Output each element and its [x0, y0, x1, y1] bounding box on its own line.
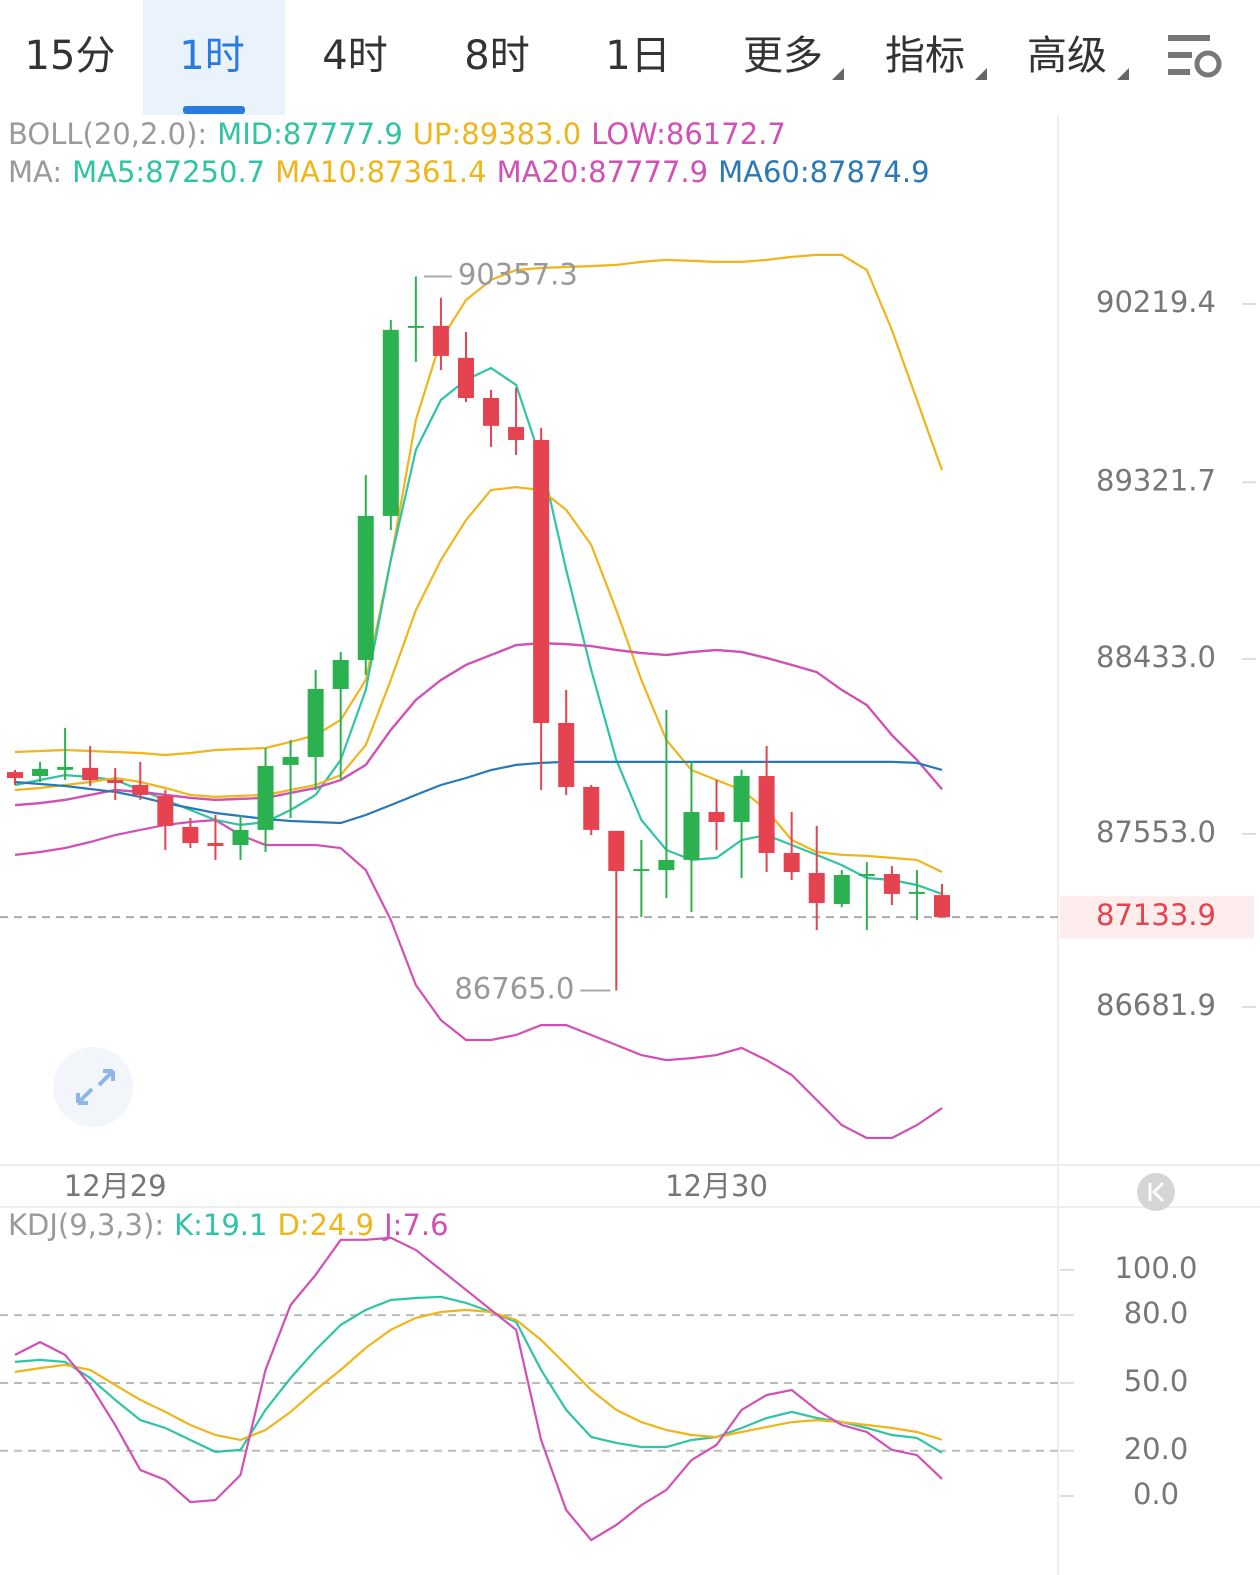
candle-body: [708, 812, 725, 822]
candle-body: [934, 895, 950, 918]
tab[interactable]: 指标: [885, 33, 965, 79]
y-tick-label: 89321.7: [1096, 463, 1216, 497]
candle-body: [382, 329, 399, 516]
extreme-label: 86765.0: [454, 971, 574, 1005]
y-tick-label: 90219.4: [1096, 285, 1216, 319]
tab[interactable]: 15分: [25, 33, 116, 79]
candle-body: [758, 776, 775, 853]
tab[interactable]: 1日: [605, 33, 670, 79]
dropdown-arrows: [832, 68, 1129, 80]
y-tick-label: 20.0: [1124, 1432, 1189, 1466]
candle-body: [558, 722, 575, 787]
candle-body: [508, 427, 525, 440]
candle-body: [207, 843, 224, 847]
kdj-line: [14, 1295, 943, 1454]
candle-body: [608, 830, 625, 872]
expand-button[interactable]: [53, 1047, 133, 1127]
y-tick-label: 0.0: [1133, 1477, 1179, 1511]
y-tick-label: 50.0: [1124, 1364, 1189, 1398]
y-tick-label: 88433.0: [1096, 640, 1216, 674]
candle-body: [783, 852, 800, 873]
candle-body: [132, 784, 149, 795]
legend-item: MA10:87361.4: [275, 155, 486, 189]
candle-body: [107, 780, 124, 784]
candle-body: [457, 357, 474, 399]
candle-body: [407, 325, 424, 328]
legend-item: D:24.9: [277, 1208, 374, 1242]
candle-body: [633, 869, 650, 872]
legend-item: UP:89383.0: [413, 117, 581, 151]
y-tick-label: 87553.0: [1096, 815, 1216, 849]
tab[interactable]: 高级: [1027, 33, 1107, 79]
legend-item: BOLL(20,2.0):: [8, 117, 207, 151]
settings-icon[interactable]: [1168, 35, 1222, 78]
candle-body: [57, 766, 74, 770]
candle-body: [357, 515, 374, 660]
legend-item: MA20:87777.9: [497, 155, 708, 189]
legend-item: KDJ(9,3,3):: [8, 1208, 164, 1242]
tab[interactable]: 更多: [743, 33, 823, 79]
kdj-line: [14, 1308, 943, 1442]
kdj-line: [14, 1236, 943, 1542]
indicator-line: [14, 253, 944, 757]
candle-body: [733, 776, 750, 822]
y-tick-label: 80.0: [1124, 1296, 1189, 1330]
tab[interactable]: 8时: [464, 33, 529, 79]
candle-body: [883, 874, 900, 894]
candle-body: [7, 772, 23, 779]
legend-item: K:19.1: [174, 1208, 267, 1242]
last-price-tag: [1060, 896, 1254, 939]
x-tick-label: 12月30: [665, 1169, 768, 1203]
candle-body: [683, 812, 700, 860]
candle-body: [533, 439, 550, 723]
extreme-label: 90357.3: [458, 258, 578, 292]
reset-button[interactable]: [1137, 1173, 1175, 1211]
x-tick-label: 12月29: [64, 1169, 167, 1203]
indicator-line: [14, 485, 943, 873]
candle-body: [157, 795, 174, 826]
tab[interactable]: 4时: [322, 33, 387, 79]
legend-item: MA:: [8, 155, 62, 189]
candle-body: [232, 829, 249, 846]
candle-body: [833, 875, 850, 905]
tab[interactable]: 1时: [179, 33, 244, 79]
legend-item: LOW:86172.7: [591, 117, 786, 151]
legend-item: MA60:87874.9: [718, 155, 929, 189]
candle-body: [82, 767, 99, 781]
candle-body: [808, 873, 825, 904]
candle-body: [432, 325, 449, 356]
candle-body: [658, 859, 675, 871]
candle-body: [858, 874, 875, 877]
legend-item: MA5:87250.7: [72, 155, 265, 189]
candle-body: [257, 765, 274, 830]
last-price-label: 87133.9: [1096, 898, 1216, 932]
legend-item: J:7.6: [382, 1208, 448, 1242]
indicator-line: [14, 366, 943, 896]
candle-body: [182, 826, 199, 844]
candle-body: [332, 659, 349, 689]
y-tick-label: 86681.9: [1096, 988, 1216, 1022]
legend-item: MID:87777.9: [217, 117, 403, 151]
selected-tab-underline: [183, 106, 245, 114]
indicator-line: [14, 641, 943, 807]
candle-body: [307, 688, 324, 757]
candle-body: [483, 398, 500, 426]
selected-tab-bg: [143, 0, 285, 115]
candle-body: [908, 891, 925, 894]
y-tick-label: 100.0: [1114, 1251, 1197, 1285]
candle-body: [32, 768, 49, 777]
candle-body: [583, 786, 600, 830]
candle-body: [282, 756, 299, 765]
